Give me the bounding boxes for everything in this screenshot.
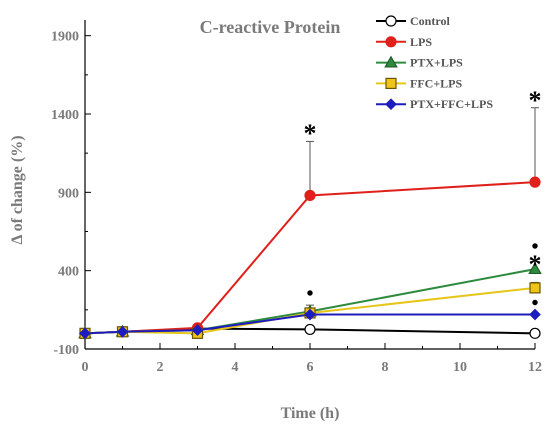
data-point — [529, 176, 541, 188]
data-point — [529, 282, 541, 294]
data-point — [191, 324, 204, 337]
legend-item: LPS — [376, 35, 432, 49]
series-markers — [79, 308, 541, 340]
legend-swatch-marker — [385, 36, 397, 48]
x-tick-label: 6 — [307, 360, 314, 375]
legend-item: Control — [376, 14, 450, 28]
legend: Control LPS PTX+LPS FFC+LPS PTX+FFC+LPS — [376, 14, 493, 111]
y-tick-label: 1400 — [51, 108, 79, 123]
y-tick-label: 1900 — [51, 30, 79, 45]
legend-label: FFC+LPS — [410, 76, 462, 90]
annotations: ***••• — [304, 86, 542, 314]
chart-title: C-reactive Protein — [200, 17, 341, 37]
significance-star: * — [304, 119, 317, 148]
legend-swatch-marker — [385, 77, 397, 90]
data-point — [116, 325, 129, 338]
x-tick-label: 4 — [232, 360, 239, 375]
y-tick-label: -100 — [53, 343, 79, 358]
significance-star: * — [529, 86, 542, 115]
legend-label: PTX+FFC+LPS — [410, 97, 493, 111]
legend-label: Control — [410, 14, 450, 28]
y-tick-label: 400 — [58, 265, 79, 280]
y-axis-title: Δ of change (%) — [9, 135, 26, 244]
significance-dot: • — [531, 236, 538, 258]
data-point — [304, 189, 316, 202]
legend-label: PTX+LPS — [410, 56, 463, 70]
legend-swatch-marker — [384, 55, 398, 68]
x-tick-label: 0 — [82, 360, 89, 375]
legend-item: PTX+FFC+LPS — [376, 97, 493, 111]
legend-item: PTX+LPS — [376, 56, 463, 70]
significance-dot: • — [306, 283, 313, 305]
x-tick-label: 2 — [157, 360, 164, 375]
data-point — [304, 323, 316, 336]
legend-swatch-marker — [385, 98, 397, 111]
significance-dot: • — [531, 293, 538, 315]
data-point — [529, 308, 541, 321]
x-tick-label: 10 — [453, 360, 467, 375]
x-tick-label: 8 — [382, 360, 389, 375]
x-axis-title: Time (h) — [281, 405, 340, 422]
legend-item: FFC+LPS — [376, 76, 462, 90]
significance-star: * — [529, 250, 542, 279]
data-point — [529, 327, 541, 339]
data-point — [79, 327, 91, 340]
x-tick-label: 12 — [528, 360, 542, 375]
data-point — [528, 262, 542, 275]
legend-label: LPS — [410, 35, 432, 49]
series — [78, 107, 542, 340]
data-point — [304, 308, 316, 321]
legend-swatch-marker — [385, 15, 397, 27]
ticks: 0 2 4 6 8 10 12 -100 400 900 1400 1900 — [51, 30, 542, 375]
y-tick-label: 900 — [58, 186, 79, 201]
